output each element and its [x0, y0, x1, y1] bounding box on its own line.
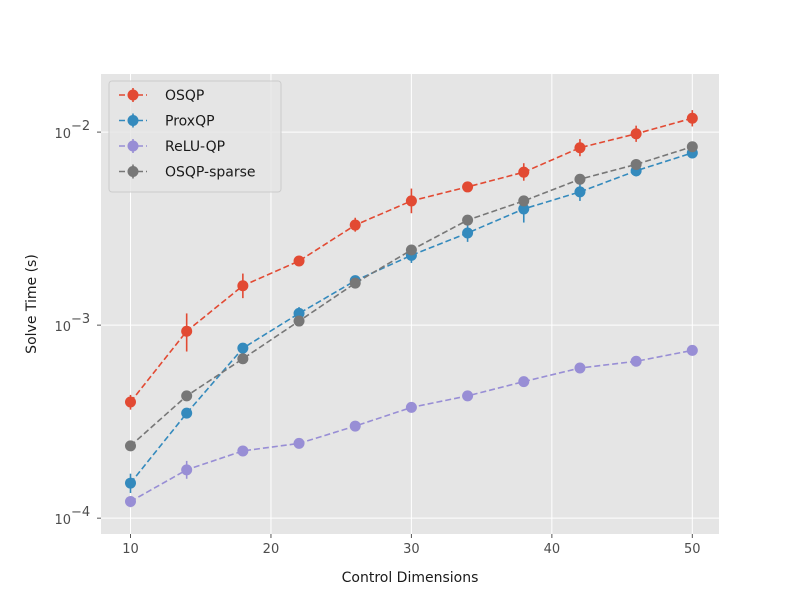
- series-proxqp: [124, 147, 698, 494]
- series-relu-qp: [124, 344, 698, 508]
- data-point: [686, 141, 698, 153]
- data-point: [293, 255, 305, 267]
- legend: OSQP ProxQP ReLU-QP OSQP-sparse: [108, 80, 282, 193]
- y-tick-label: 10: [54, 513, 71, 528]
- data-point: [462, 227, 474, 239]
- data-point: [574, 173, 586, 185]
- data-point: [181, 390, 193, 402]
- data-point: [124, 396, 136, 408]
- data-point: [181, 325, 193, 337]
- x-tick-label: 10: [122, 542, 139, 557]
- data-point: [462, 181, 474, 193]
- legend-label: ProxQP: [165, 114, 215, 130]
- legend-item: ReLU-QP: [119, 139, 225, 155]
- x-axis-label: Control Dimensions: [342, 570, 479, 586]
- data-point: [405, 195, 417, 207]
- data-point: [630, 355, 642, 367]
- data-point: [293, 315, 305, 327]
- data-point: [237, 342, 249, 354]
- data-point: [574, 142, 586, 154]
- legend-label: ReLU-QP: [165, 139, 225, 155]
- x-tick-label: 20: [263, 542, 280, 557]
- data-point: [237, 280, 249, 292]
- data-point: [405, 244, 417, 256]
- data-point: [181, 407, 193, 419]
- data-point: [349, 277, 361, 289]
- data-point: [462, 214, 474, 226]
- x-tick-label: 40: [544, 542, 561, 557]
- x-tick-label: 30: [403, 542, 420, 557]
- y-axis: 10−410−310−2: [54, 119, 101, 528]
- y-tick-exponent: −3: [71, 312, 90, 327]
- x-axis: 10 20 30 40 50: [122, 534, 701, 557]
- data-point: [349, 420, 361, 432]
- legend-marker: [127, 140, 139, 152]
- y-tick-label: 10: [54, 320, 71, 335]
- series-layer: [124, 110, 698, 508]
- y-axis-label: Solve Time (s): [24, 254, 40, 354]
- x-tick-label: 50: [684, 542, 701, 557]
- data-point: [349, 219, 361, 231]
- legend-label: OSQP: [165, 88, 204, 104]
- data-point: [630, 158, 642, 170]
- data-point: [518, 195, 530, 207]
- series-line: [129, 152, 693, 484]
- series-osqp: [124, 110, 698, 410]
- data-point: [574, 362, 586, 374]
- y-tick-exponent: −4: [71, 505, 90, 520]
- y-tick-label: 10: [54, 127, 71, 142]
- data-point: [293, 437, 305, 449]
- legend-box: [108, 80, 282, 193]
- data-point: [237, 353, 249, 365]
- series-osqp-sparse: [124, 141, 698, 452]
- data-point: [293, 307, 305, 319]
- legend-marker: [127, 166, 139, 177]
- data-point: [181, 464, 193, 476]
- data-point: [630, 128, 642, 140]
- data-point: [124, 496, 136, 508]
- data-point: [686, 112, 698, 124]
- y-tick-exponent: −2: [71, 119, 90, 134]
- data-point: [124, 477, 136, 489]
- legend-label: OSQP-sparse: [165, 165, 256, 181]
- data-point: [237, 445, 249, 457]
- data-point: [518, 203, 530, 215]
- data-point: [686, 344, 698, 356]
- data-point: [462, 390, 474, 402]
- data-point: [518, 166, 530, 178]
- legend-item: OSQP: [119, 88, 204, 104]
- data-point: [405, 401, 417, 413]
- data-point: [574, 186, 586, 198]
- legend-item: OSQP-sparse: [119, 164, 256, 181]
- data-point: [518, 376, 530, 388]
- legend-marker: [127, 115, 139, 126]
- data-point: [124, 440, 136, 452]
- legend-item: ProxQP: [119, 113, 215, 130]
- legend-marker: [127, 89, 139, 101]
